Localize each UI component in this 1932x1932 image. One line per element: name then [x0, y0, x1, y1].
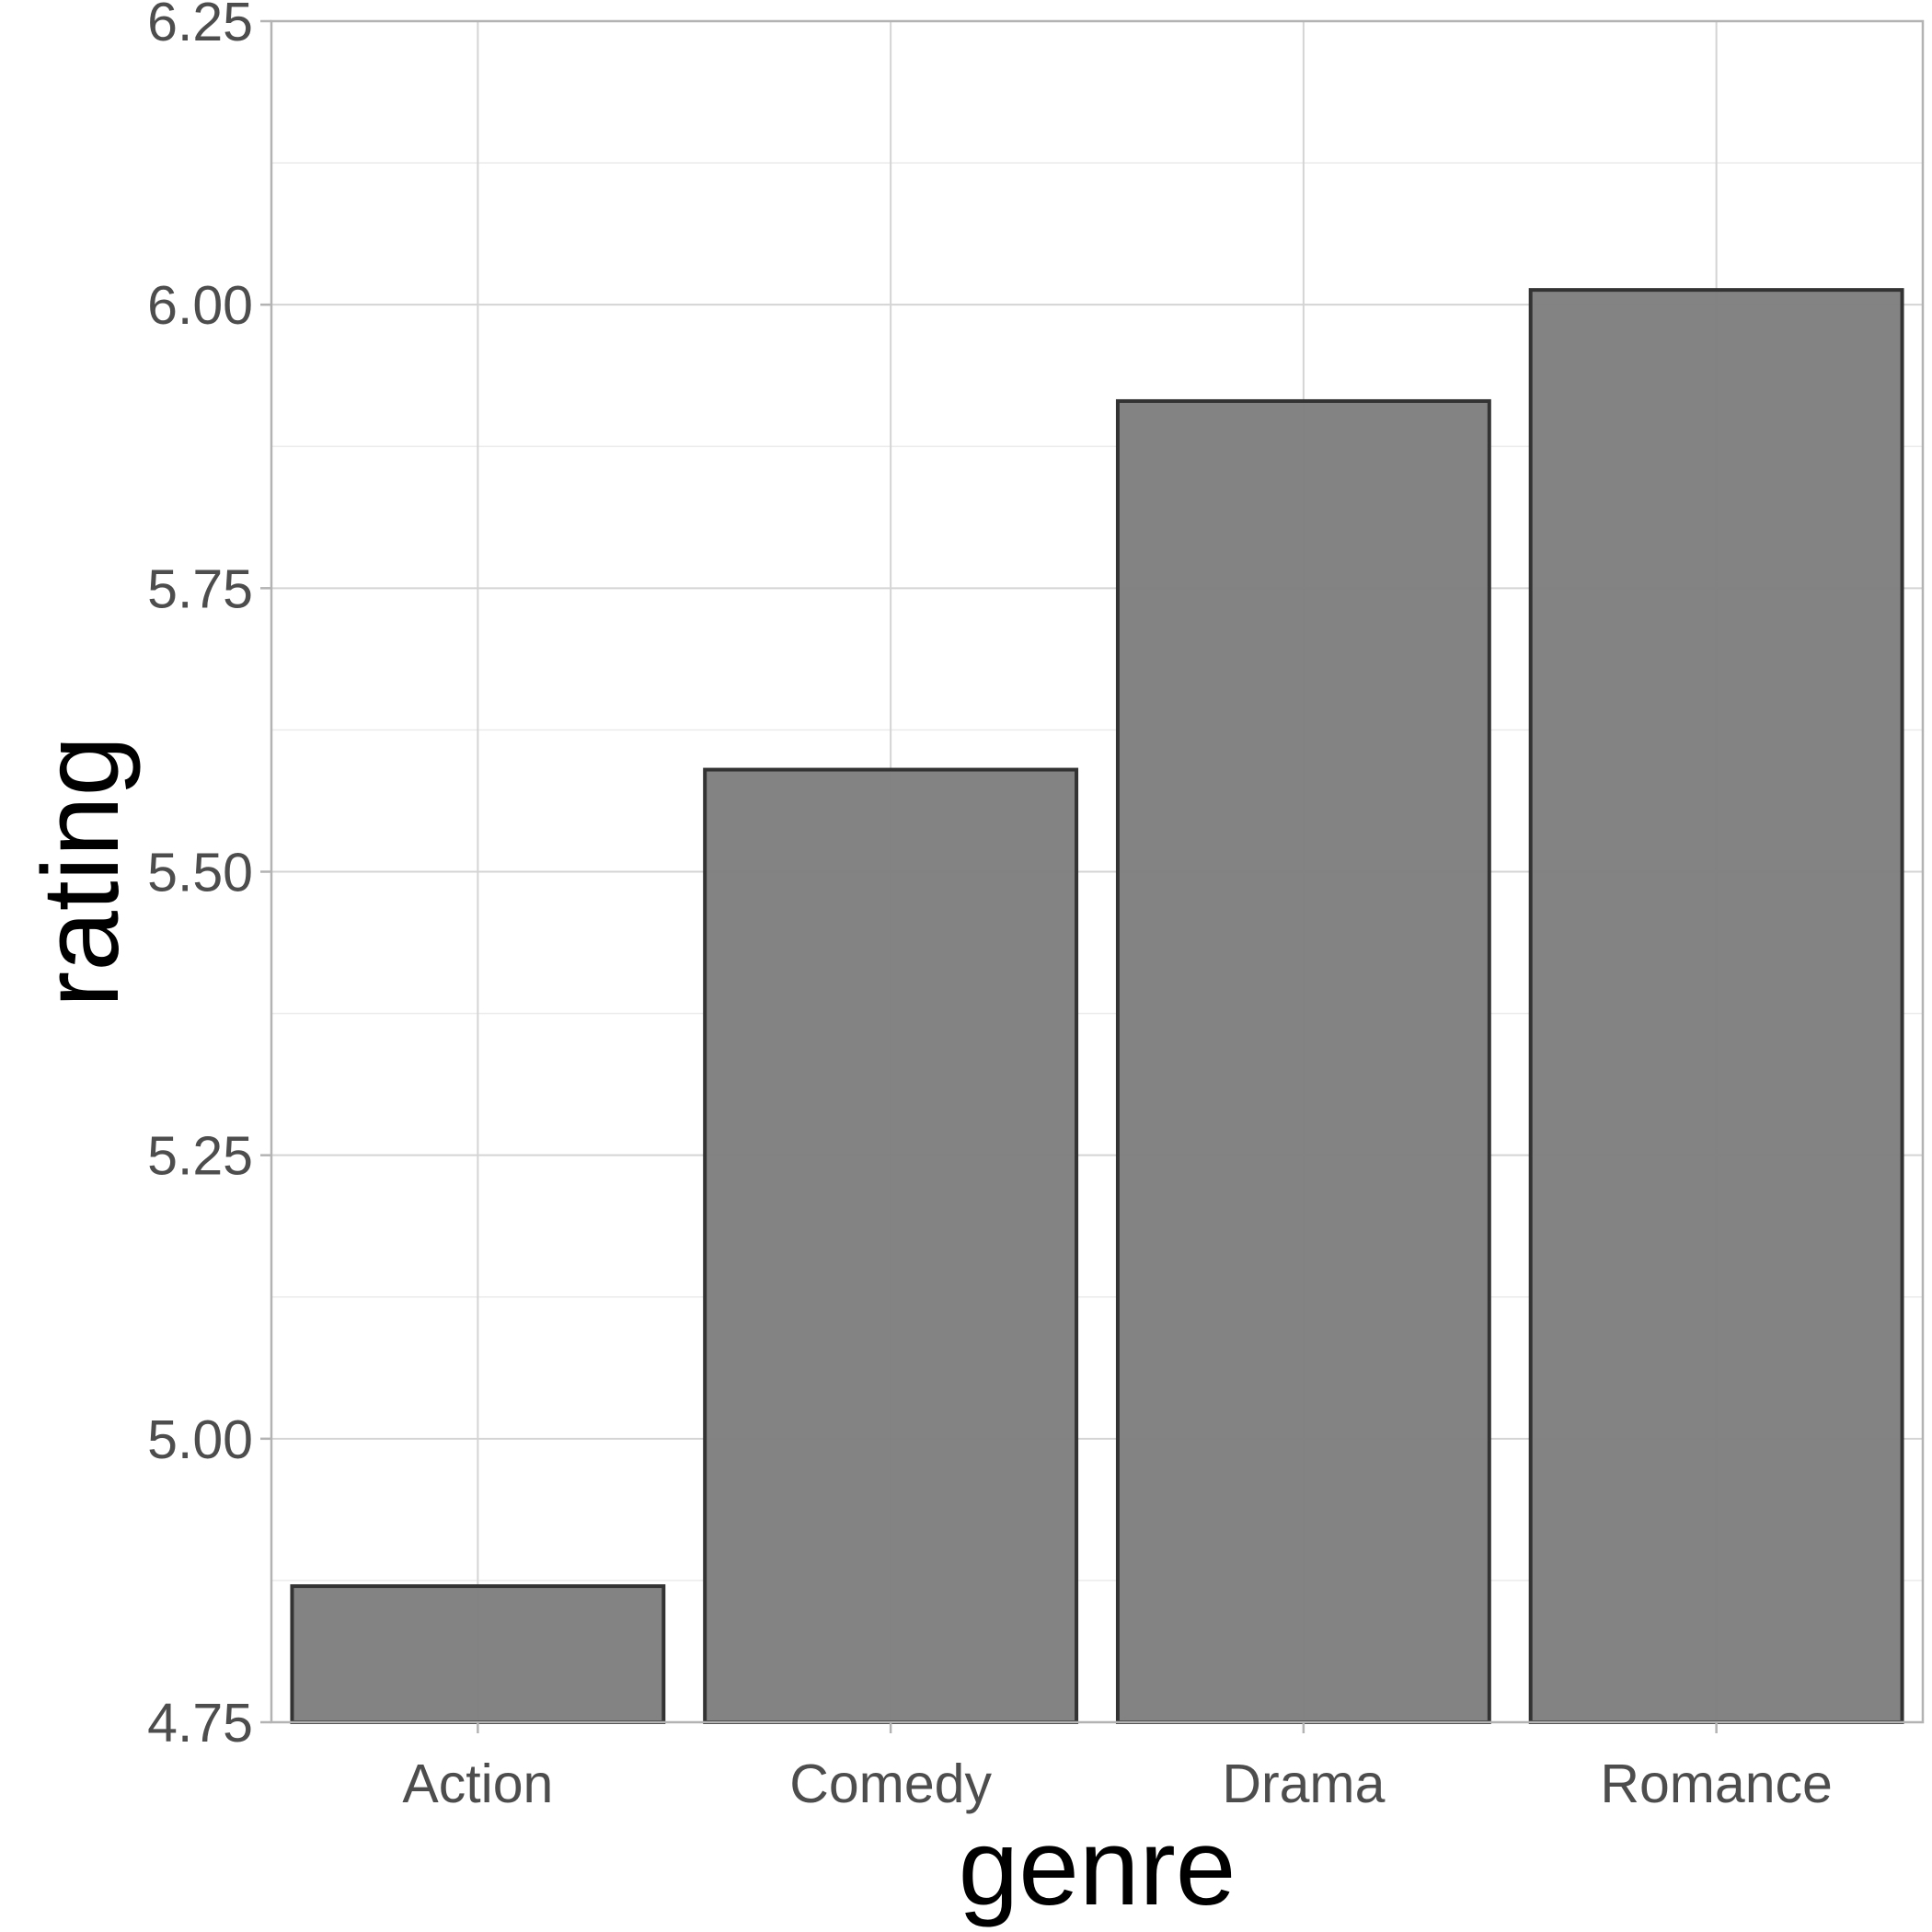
- x-axis-title: genre: [959, 1807, 1236, 1928]
- x-tick-label: Drama: [1222, 1754, 1385, 1814]
- y-tick-label: 4.75: [147, 1693, 253, 1754]
- x-axis-ticks: [477, 1722, 1718, 1733]
- bar-romance: [1528, 288, 1904, 1725]
- x-axis-tick-labels: Action Comedy Drama Romance: [402, 1754, 1833, 1814]
- x-tick-label: Romance: [1600, 1754, 1833, 1814]
- bars: [290, 288, 1904, 1725]
- y-tick-label: 6.25: [147, 0, 253, 52]
- bar-action: [290, 1584, 666, 1724]
- x-tick-label: Action: [402, 1754, 553, 1814]
- y-tick-label: 5.00: [147, 1409, 253, 1470]
- y-tick-label: 6.00: [147, 275, 253, 336]
- bar-comedy: [703, 767, 1079, 1724]
- bar-drama: [1115, 398, 1491, 1724]
- y-tick-label: 5.75: [147, 558, 253, 619]
- x-tick-label: Comedy: [789, 1754, 992, 1814]
- y-axis-title: rating: [20, 736, 142, 1007]
- y-axis-ticks: [260, 19, 271, 1724]
- y-tick-label: 5.50: [147, 843, 253, 903]
- y-tick-label: 5.25: [147, 1126, 253, 1187]
- y-axis-tick-labels: 4.75 5.00 5.25 5.50 5.75 6.00 6.25: [147, 0, 253, 1754]
